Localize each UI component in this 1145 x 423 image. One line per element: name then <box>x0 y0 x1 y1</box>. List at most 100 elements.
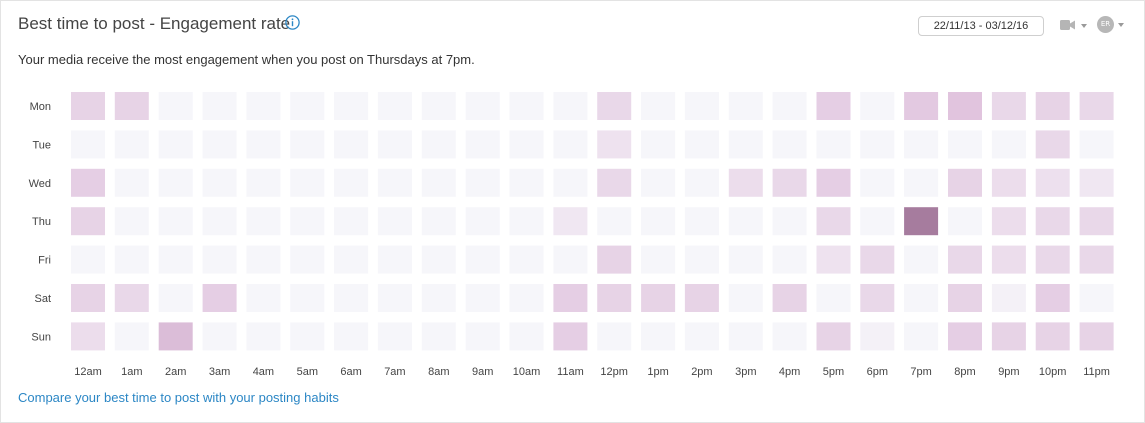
heatmap-cell-sun-11pm[interactable] <box>1079 322 1114 351</box>
heatmap-cell-sat-1am[interactable] <box>114 284 149 312</box>
heatmap-cell-fri-8pm[interactable] <box>948 245 982 274</box>
heatmap-cell-fri-3pm[interactable] <box>728 245 763 274</box>
heatmap-cell-tue-11am[interactable] <box>553 130 588 159</box>
heatmap-cell-sat-11am[interactable] <box>553 284 588 312</box>
heatmap-cell-tue-7pm[interactable] <box>904 130 939 159</box>
heatmap-cell-wed-7pm[interactable] <box>904 168 939 197</box>
heatmap-cell-mon-12pm[interactable] <box>597 92 632 120</box>
heatmap-cell-mon-10am[interactable] <box>509 92 544 120</box>
heatmap-cell-wed-9am[interactable] <box>465 168 500 197</box>
heatmap-cell-mon-12am[interactable] <box>71 92 105 120</box>
heatmap-cell-sun-6pm[interactable] <box>860 322 895 351</box>
heatmap-cell-mon-11pm[interactable] <box>1079 92 1114 120</box>
heatmap-cell-sun-6am[interactable] <box>334 322 369 351</box>
heatmap-cell-wed-9pm[interactable] <box>991 168 1026 197</box>
heatmap-cell-fri-10am[interactable] <box>509 245 544 274</box>
heatmap-cell-thu-5am[interactable] <box>290 207 325 236</box>
heatmap-cell-sun-12am[interactable] <box>71 322 105 351</box>
heatmap-cell-thu-2am[interactable] <box>158 207 193 236</box>
heatmap-cell-wed-11am[interactable] <box>553 168 588 197</box>
heatmap-cell-thu-3am[interactable] <box>202 207 237 236</box>
heatmap-cell-fri-2pm[interactable] <box>684 245 719 274</box>
heatmap-cell-sat-11pm[interactable] <box>1079 284 1114 312</box>
heatmap-cell-fri-4am[interactable] <box>246 245 281 274</box>
heatmap-cell-sat-7am[interactable] <box>377 284 412 312</box>
heatmap-cell-sun-3am[interactable] <box>202 322 237 351</box>
heatmap-cell-wed-12pm[interactable] <box>597 168 632 197</box>
heatmap-cell-fri-9pm[interactable] <box>991 245 1026 274</box>
heatmap-cell-thu-10am[interactable] <box>509 207 544 236</box>
heatmap-cell-mon-8am[interactable] <box>421 92 456 120</box>
heatmap-cell-sun-9am[interactable] <box>465 322 500 351</box>
heatmap-cell-tue-3am[interactable] <box>202 130 237 159</box>
heatmap-cell-sun-9pm[interactable] <box>991 322 1026 351</box>
heatmap-cell-wed-12am[interactable] <box>71 168 105 197</box>
heatmap-cell-tue-11pm[interactable] <box>1079 130 1114 159</box>
heatmap-cell-fri-4pm[interactable] <box>772 245 807 274</box>
heatmap-cell-sat-10pm[interactable] <box>1035 284 1070 312</box>
heatmap-cell-mon-1am[interactable] <box>114 92 149 120</box>
heatmap-cell-sat-4pm[interactable] <box>772 284 807 312</box>
heatmap-cell-thu-8am[interactable] <box>421 207 456 236</box>
heatmap-cell-wed-5am[interactable] <box>290 168 325 197</box>
heatmap-cell-tue-4pm[interactable] <box>772 130 807 159</box>
heatmap-cell-fri-1pm[interactable] <box>641 245 676 274</box>
heatmap-cell-thu-12am[interactable] <box>71 207 105 236</box>
heatmap-cell-wed-8pm[interactable] <box>948 168 982 197</box>
heatmap-cell-fri-10pm[interactable] <box>1035 245 1070 274</box>
heatmap-cell-fri-12pm[interactable] <box>597 245 632 274</box>
heatmap-cell-tue-10pm[interactable] <box>1035 130 1070 159</box>
account-dropdown[interactable]: ER <box>1097 16 1127 34</box>
heatmap-cell-fri-1am[interactable] <box>114 245 149 274</box>
heatmap-cell-tue-4am[interactable] <box>246 130 281 159</box>
heatmap-cell-wed-7am[interactable] <box>377 168 412 197</box>
heatmap-cell-sun-1am[interactable] <box>114 322 149 351</box>
heatmap-cell-wed-8am[interactable] <box>421 168 456 197</box>
heatmap-cell-wed-3pm[interactable] <box>728 168 763 197</box>
heatmap-cell-mon-3am[interactable] <box>202 92 237 120</box>
heatmap-cell-sat-1pm[interactable] <box>641 284 676 312</box>
heatmap-cell-wed-2pm[interactable] <box>684 168 719 197</box>
heatmap-cell-wed-3am[interactable] <box>202 168 237 197</box>
heatmap-cell-tue-2pm[interactable] <box>684 130 719 159</box>
heatmap-cell-sun-8pm[interactable] <box>948 322 982 351</box>
heatmap-cell-tue-9pm[interactable] <box>991 130 1026 159</box>
heatmap-cell-thu-1pm[interactable] <box>641 207 676 236</box>
heatmap-cell-fri-2am[interactable] <box>158 245 193 274</box>
heatmap-cell-thu-4am[interactable] <box>246 207 281 236</box>
heatmap-cell-fri-5am[interactable] <box>290 245 325 274</box>
heatmap-cell-wed-6am[interactable] <box>334 168 369 197</box>
heatmap-cell-wed-4pm[interactable] <box>772 168 807 197</box>
heatmap-cell-sun-3pm[interactable] <box>728 322 763 351</box>
heatmap-cell-sat-3am[interactable] <box>202 284 237 312</box>
heatmap-cell-thu-10pm[interactable] <box>1035 207 1070 236</box>
heatmap-cell-sat-7pm[interactable] <box>904 284 939 312</box>
heatmap-cell-mon-7am[interactable] <box>377 92 412 120</box>
heatmap-cell-sun-11am[interactable] <box>553 322 588 351</box>
heatmap-cell-sat-10am[interactable] <box>509 284 544 312</box>
heatmap-cell-mon-5pm[interactable] <box>816 92 851 120</box>
heatmap-cell-sat-6am[interactable] <box>334 284 369 312</box>
heatmap-cell-sat-5am[interactable] <box>290 284 325 312</box>
heatmap-cell-sat-3pm[interactable] <box>728 284 763 312</box>
heatmap-cell-fri-3am[interactable] <box>202 245 237 274</box>
heatmap-cell-mon-6am[interactable] <box>334 92 369 120</box>
heatmap-cell-fri-5pm[interactable] <box>816 245 851 274</box>
heatmap-cell-wed-6pm[interactable] <box>860 168 895 197</box>
heatmap-cell-tue-12pm[interactable] <box>597 130 632 159</box>
heatmap-cell-wed-10pm[interactable] <box>1035 168 1070 197</box>
heatmap-cell-sat-2am[interactable] <box>158 284 193 312</box>
heatmap-cell-thu-9pm[interactable] <box>991 207 1026 236</box>
heatmap-cell-wed-1am[interactable] <box>114 168 149 197</box>
heatmap-cell-mon-10pm[interactable] <box>1035 92 1070 120</box>
heatmap-cell-sun-2pm[interactable] <box>684 322 719 351</box>
heatmap-cell-sun-4am[interactable] <box>246 322 281 351</box>
heatmap-cell-thu-8pm[interactable] <box>948 207 982 236</box>
heatmap-cell-thu-11pm[interactable] <box>1079 207 1114 236</box>
heatmap-cell-tue-8am[interactable] <box>421 130 456 159</box>
heatmap-cell-thu-12pm[interactable] <box>597 207 632 236</box>
heatmap-cell-sun-7am[interactable] <box>377 322 412 351</box>
heatmap-cell-tue-5pm[interactable] <box>816 130 851 159</box>
heatmap-cell-thu-7am[interactable] <box>377 207 412 236</box>
info-circle-icon[interactable] <box>285 15 300 30</box>
